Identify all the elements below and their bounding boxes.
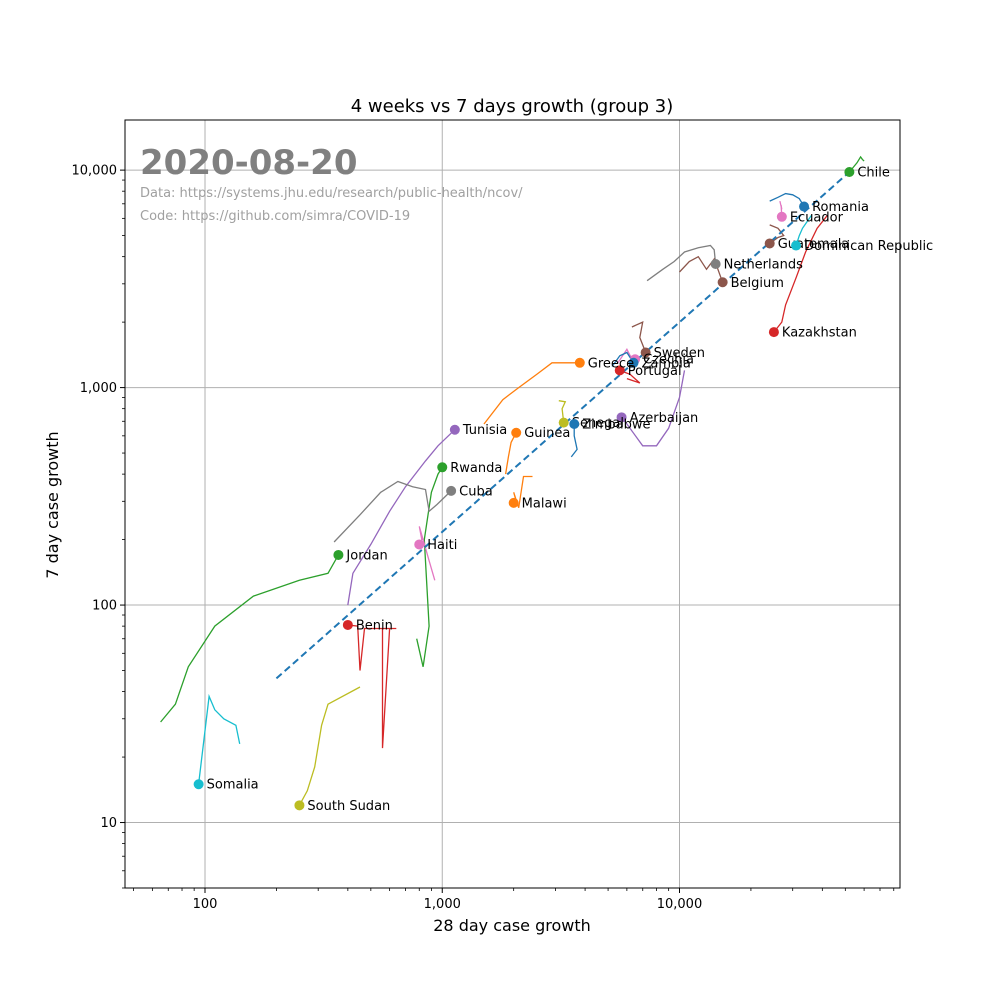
series-point xyxy=(446,485,457,496)
series-label: Kazakhstan xyxy=(782,326,857,341)
series-point xyxy=(558,417,569,428)
series-point xyxy=(437,462,448,473)
series-line xyxy=(769,224,785,245)
y-axis-label: 7 day case growth xyxy=(43,431,62,578)
series-label: Zambia xyxy=(642,356,691,371)
series-line xyxy=(795,214,813,246)
series-label: Czechia xyxy=(643,353,694,368)
series-point xyxy=(799,201,810,212)
series-line xyxy=(848,155,865,173)
y-tick-label: 1,000 xyxy=(80,381,117,396)
series-point xyxy=(717,277,728,288)
series-point xyxy=(511,427,522,438)
plot-clipped-group xyxy=(160,155,865,806)
series-label: Tunisia xyxy=(462,423,507,438)
series-label: Greece xyxy=(588,356,634,371)
date-annotation: 2020-08-20 xyxy=(140,143,357,183)
y-tick-label: 100 xyxy=(92,599,117,614)
series-line xyxy=(197,693,241,785)
series-point xyxy=(193,779,204,790)
series-label: Guinea xyxy=(524,426,570,441)
series-point xyxy=(844,167,855,178)
series-point xyxy=(791,240,802,251)
series-label: Chile xyxy=(857,166,890,181)
series-point xyxy=(710,259,721,270)
series-point xyxy=(628,357,639,368)
series-label: Sweden xyxy=(654,346,705,361)
series-point xyxy=(333,549,344,560)
series-line xyxy=(773,214,828,333)
series-point xyxy=(342,619,353,630)
series-point xyxy=(294,800,305,811)
series-line xyxy=(483,362,580,425)
x-tick-label: 1,000 xyxy=(424,897,461,912)
series-line xyxy=(416,466,443,667)
x-axis-label: 28 day case growth xyxy=(433,916,591,935)
series-line xyxy=(621,370,686,447)
series-label: Portugal xyxy=(628,364,682,379)
series-line xyxy=(558,400,567,423)
series-point xyxy=(414,539,425,550)
series-point xyxy=(616,412,627,423)
grid-lines xyxy=(125,120,900,888)
series-label: Benin xyxy=(356,618,393,633)
series-point xyxy=(768,327,779,338)
series-line xyxy=(504,432,517,475)
series-label: Azerbaijan xyxy=(630,411,699,426)
series-point xyxy=(764,238,775,249)
series-label: Somalia xyxy=(207,778,259,793)
series-line xyxy=(646,244,717,282)
series-point xyxy=(449,424,460,435)
code-source-annotation: Code: https://github.com/simra/COVID-19 xyxy=(140,209,410,224)
series-label: Dominican Republic xyxy=(804,239,933,254)
axis-ticks: 100 1,000 10,000 10 100 1,000 10,000 xyxy=(72,164,895,912)
series-label: Netherlands xyxy=(724,258,803,273)
series-line xyxy=(631,320,647,353)
chart-title: 4 weeks vs 7 days growth (group 3) xyxy=(351,96,674,117)
series-line xyxy=(347,624,397,749)
series-label: Zimbabwe xyxy=(582,418,650,433)
series-line xyxy=(570,424,578,458)
series-label: Senegal xyxy=(572,416,624,431)
series-line xyxy=(769,192,805,207)
series-point xyxy=(508,497,519,508)
x-tick-label: 100 xyxy=(193,897,218,912)
series-line xyxy=(333,480,452,543)
series-label: Romania xyxy=(812,200,869,215)
series-line xyxy=(779,200,783,217)
series-point xyxy=(614,365,625,376)
series-point xyxy=(574,357,585,368)
data-source-annotation: Data: https://systems.jhu.edu/research/p… xyxy=(140,186,523,201)
plot-frame xyxy=(124,119,901,889)
series-point xyxy=(776,211,787,222)
reference-trend-line xyxy=(275,171,851,680)
series-label: Malawi xyxy=(522,496,567,511)
series-label: Rwanda xyxy=(450,461,502,476)
series-line xyxy=(619,369,641,384)
series-line xyxy=(611,351,635,367)
series-label: Belgium xyxy=(731,276,784,291)
y-tick-label: 10 xyxy=(100,816,117,831)
y-tick-label: 10,000 xyxy=(72,164,118,179)
series-line xyxy=(347,429,456,606)
series-label: Cuba xyxy=(459,484,493,499)
series-point xyxy=(569,419,580,430)
series-label: South Sudan xyxy=(307,799,390,814)
series-label: Haiti xyxy=(427,538,457,553)
series-point xyxy=(640,347,651,358)
series-line xyxy=(160,554,339,723)
series-label: Jordan xyxy=(345,548,387,563)
series-label: Ecuador xyxy=(790,210,844,225)
series-line xyxy=(298,686,361,806)
x-tick-label: 10,000 xyxy=(657,897,703,912)
